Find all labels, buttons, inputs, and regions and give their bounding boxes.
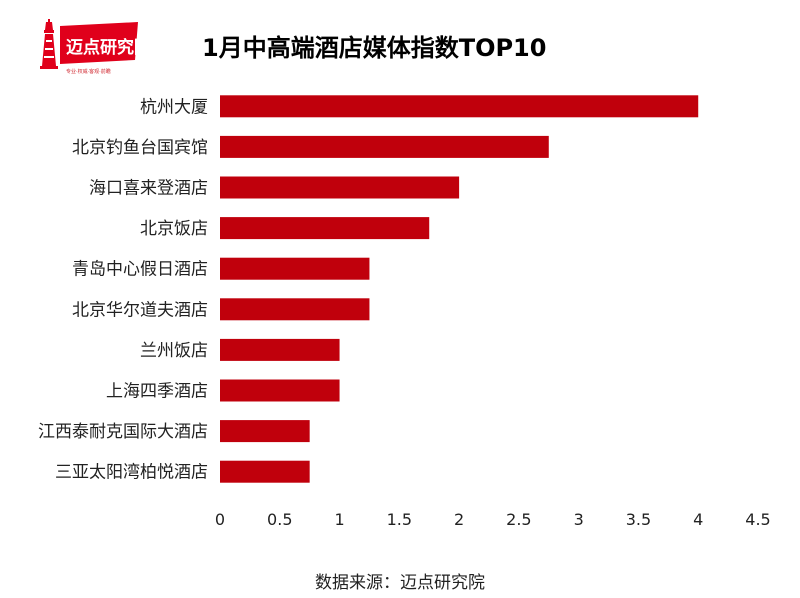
category-label: 三亚太阳湾柏悦酒店 [55,463,208,483]
bar [220,95,699,118]
category-label: 上海四季酒店 [106,382,208,402]
logo-brand-text: 迈点研究院 [66,38,151,58]
source-label: 数据来源： [315,573,400,593]
bar [220,176,460,199]
x-tick-label: 3.5 [626,510,651,529]
x-tick-label: 4 [693,510,703,529]
x-tick-label: 1.5 [387,510,412,529]
x-tick-label: 1 [334,510,344,529]
category-label: 青岛中心假日酒店 [72,260,208,280]
data-source: 数据来源：迈点研究院 [0,568,800,593]
category-label: 北京华尔道夫酒店 [72,300,208,320]
x-tick-label: 2 [454,510,464,529]
bar [220,420,310,443]
bar [220,379,340,402]
category-label: 北京钓鱼台国宾馆 [72,138,208,158]
x-tick-labels-group: 0 0.5 1 1.5 2 2.5 3 3.5 4 4.5 [215,510,771,529]
source-value: 迈点研究院 [400,573,485,593]
category-label: 杭州大厦 [140,97,208,117]
lighthouse-icon [40,19,138,69]
x-tick-label: 0.5 [267,510,292,529]
brand-logo: 迈点研究院 专业·权威·客观·前瞻 [38,18,151,76]
bar [220,135,549,158]
category-label: 江西泰耐克国际大酒店 [38,422,208,442]
category-label: 北京饭店 [140,219,208,239]
category-label: 海口喜来登酒店 [89,179,208,199]
bar [220,338,340,361]
bar-chart: 杭州大厦北京钓鱼台国宾馆海口喜来登酒店北京饭店青岛中心假日酒店北京华尔道夫酒店兰… [38,95,771,529]
x-tick-label: 4.5 [745,510,770,529]
x-tick-label: 3 [574,510,584,529]
logo-slogan: 专业·权威·客观·前瞻 [66,69,111,75]
chart-title: 1月中高端酒店媒体指数TOP10 [202,34,547,62]
bar [220,460,310,483]
bar [220,298,370,321]
category-labels-group: 杭州大厦北京钓鱼台国宾馆海口喜来登酒店北京饭店青岛中心假日酒店北京华尔道夫酒店兰… [38,97,208,482]
bar [220,257,370,280]
x-tick-label: 0 [215,510,225,529]
x-tick-label: 2.5 [506,510,531,529]
bars-group [220,95,699,483]
bar [220,217,430,240]
category-label: 兰州饭店 [140,341,208,361]
